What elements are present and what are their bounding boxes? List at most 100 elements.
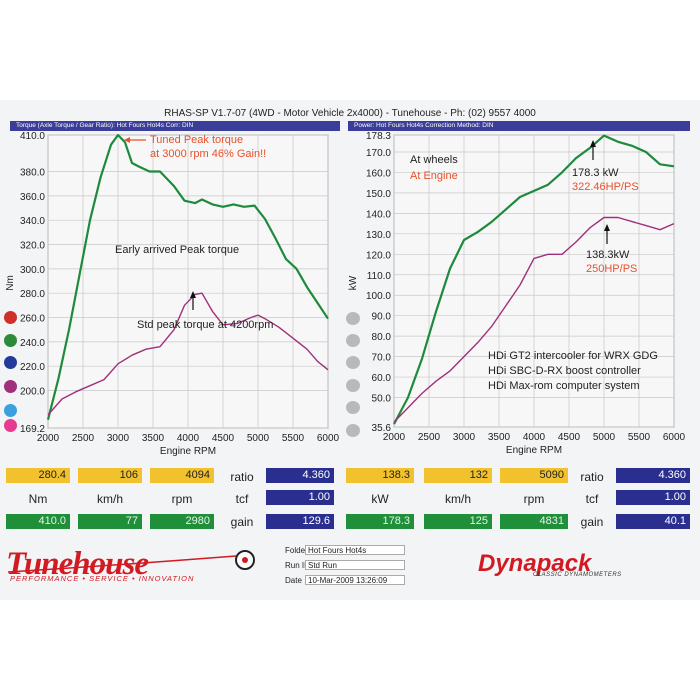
power-chart-header: Power: Hot Fours Hot4s Correction Method… [348, 121, 690, 131]
arrow-std-peak-head [190, 291, 196, 298]
left-peak-value-2: 77 [78, 514, 142, 529]
run-title: RHAS-SP V1.7-07 (4WD - Motor Vehicle 2x4… [164, 108, 536, 119]
power-channel-dot-4[interactable] [346, 379, 360, 392]
power-y-tick: 100.0 [366, 291, 391, 302]
power-y-tick: 35.6 [372, 423, 392, 434]
left-live-value-3: 4094 [150, 468, 214, 483]
left-ratio-value: 4.360 [266, 468, 334, 483]
power-y-tick: 70.0 [372, 353, 392, 364]
torque-series-line-2 [47, 292, 329, 416]
power-y-tick: 120.0 [366, 250, 391, 261]
tunehouse-logo-swoosh [7, 555, 237, 573]
power-channel-dot-2[interactable] [346, 334, 360, 347]
torque-y-tick: 260.0 [20, 314, 45, 325]
left-tcf-value: 1.00 [266, 490, 334, 505]
tunehouse-logo: Tunehouse [6, 546, 149, 582]
dynapack-logo: Dynapack [478, 550, 592, 577]
folder-value: Hot Fours Hot4s [305, 545, 405, 555]
power-x-tick: 2500 [418, 432, 441, 443]
torque-y-tick: 340.0 [20, 216, 45, 227]
right-unit-2: km/h [444, 492, 471, 506]
left-ratio-label: ratio [230, 470, 254, 484]
channel-dot-pink[interactable] [4, 419, 17, 432]
run-id-label: Run ID [285, 561, 310, 570]
power-channel-dot-5[interactable] [346, 401, 360, 414]
left-gain-value: 129.6 [266, 514, 334, 529]
torque-y-tick: 360.0 [20, 192, 45, 203]
annotation-wheel-peak-kw: 178.3 kW [572, 167, 619, 179]
channel-dot-green[interactable] [4, 334, 17, 347]
power-x-tick: 4500 [558, 432, 581, 443]
power-y-tick: 178.3 [366, 131, 391, 142]
power-y-tick: 80.0 [372, 332, 392, 343]
torque-x-axis-label: Engine RPM [160, 446, 216, 457]
torque-x-tick: 5000 [247, 433, 270, 444]
left-tcf-label: tcf [235, 492, 249, 506]
power-y-tick: 60.0 [372, 373, 392, 384]
power-channel-dot-6[interactable] [346, 424, 360, 437]
right-unit-3: rpm [523, 492, 545, 506]
power-y-tick: 150.0 [366, 189, 391, 200]
torque-x-tick: 3500 [142, 433, 165, 444]
torque-x-tick: 2500 [72, 433, 95, 444]
right-gain-value: 40.1 [616, 514, 690, 529]
right-live-value-3: 5090 [500, 468, 568, 483]
channel-dot-red[interactable] [4, 311, 17, 324]
date-value: 10-Mar-2009 13:26:09 [305, 575, 405, 585]
power-y-tick: 110.0 [367, 271, 392, 282]
power-y-tick: 140.0 [366, 209, 391, 220]
arrow-wheel-peak-head [590, 140, 596, 147]
left-live-value-2: 106 [78, 468, 142, 483]
left-unit-3: rpm [171, 492, 193, 506]
power-x-axis-label: Engine RPM [506, 445, 562, 456]
annotation-engine-peak-hp: 250HP/PS [586, 263, 637, 275]
annotation-tuned-peak: Tuned Peak torque [150, 134, 243, 146]
power-series-line-2 [393, 216, 675, 423]
right-live-value-1: 138.3 [346, 468, 414, 483]
channel-dot-purple[interactable] [4, 380, 17, 393]
channel-dot-cyan[interactable] [4, 404, 17, 417]
torque-y-tick: 410.0 [20, 131, 45, 142]
power-y-tick: 90.0 [372, 312, 392, 323]
left-gain-label: gain [230, 515, 254, 529]
left-unit-2: km/h [96, 492, 123, 506]
run-id-value: Std Run [305, 560, 405, 570]
power-x-tick: 2000 [383, 432, 406, 443]
torque-x-tick: 2000 [37, 433, 60, 444]
power-x-tick: 3000 [453, 432, 476, 443]
power-x-tick: 5500 [628, 432, 651, 443]
power-y-tick: 50.0 [372, 394, 392, 405]
power-y-tick: 170.0 [366, 148, 391, 159]
torque-y-tick: 320.0 [20, 241, 45, 252]
annotation-engine-peak-kw: 138.3kW [586, 249, 630, 261]
power-x-tick: 5000 [593, 432, 616, 443]
power-y-axis-label: kW [348, 275, 359, 290]
power-y-tick: 130.0 [366, 230, 391, 241]
channel-dot-blue[interactable] [4, 356, 17, 369]
right-tcf-label: tcf [585, 492, 599, 506]
right-ratio-label: ratio [580, 470, 604, 484]
power-y-tick: 160.0 [366, 168, 391, 179]
power-x-tick: 4000 [523, 432, 546, 443]
right-live-value-2: 132 [424, 468, 492, 483]
folder-label: Folder [285, 546, 308, 555]
annotation-at-engine: At Engine [410, 170, 458, 182]
left-peak-value-1: 410.0 [6, 514, 70, 529]
power-x-tick: 6000 [663, 432, 686, 443]
annotation-early-peak: Early arrived Peak torque [115, 244, 239, 256]
power-x-tick: 3500 [488, 432, 511, 443]
power-channel-dot-3[interactable] [346, 356, 360, 369]
left-peak-value-3: 2980 [150, 514, 214, 529]
right-tcf-value: 1.00 [616, 490, 690, 505]
torque-y-tick: 300.0 [20, 265, 45, 276]
power-channel-dot-1[interactable] [346, 312, 360, 325]
power-series-line-1 [393, 134, 675, 425]
arrow-tuned-peak-head [124, 137, 130, 143]
torque-y-tick: 380.0 [20, 168, 45, 179]
annotation-wheel-peak-hp: 322.46HP/PS [572, 181, 639, 193]
left-live-value-1: 280.4 [6, 468, 70, 483]
annotation-std-peak: Std peak torque at 4200rpm [137, 319, 273, 331]
right-unit-1: kW [371, 492, 389, 506]
right-ratio-value: 4.360 [616, 468, 690, 483]
